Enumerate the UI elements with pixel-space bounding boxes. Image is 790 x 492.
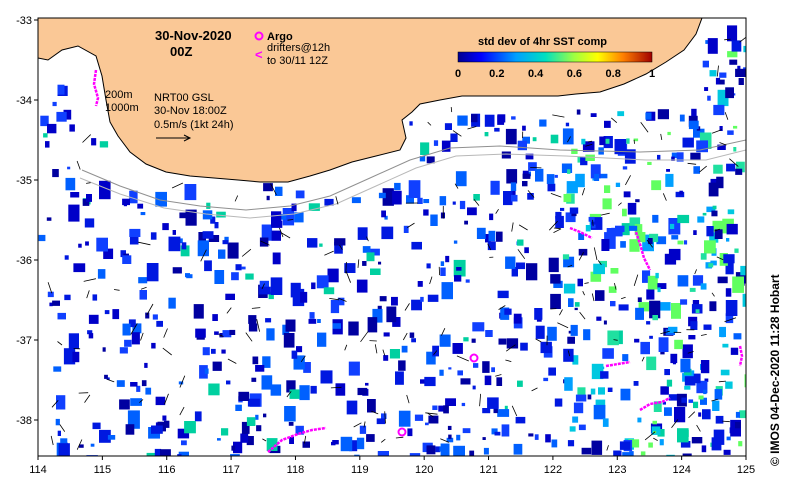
x-tick-label: 119 xyxy=(351,464,369,476)
colorbar-tick-label: 0.8 xyxy=(606,68,621,80)
argo-label: Argo xyxy=(267,31,293,43)
argo-legend: Argo < drifters@12h to 30/11 12Z xyxy=(254,31,330,67)
current-time: 30-Nov 18:00Z xyxy=(154,105,227,117)
colorbar-tick-label: 0.4 xyxy=(528,68,544,80)
date-label: 30-Nov-2020 00Z xyxy=(155,28,232,59)
colorbar-tick-label: 0 xyxy=(455,68,461,80)
drifters-label-2: to 30/11 12Z xyxy=(267,55,328,67)
y-tick-label: -38 xyxy=(16,415,32,427)
colorbar-tick-label: 0.2 xyxy=(489,68,504,80)
x-axis-ticks: 114 115 116 117 118 119 120 121 122 123 124 125 xyxy=(29,456,755,476)
x-tick-label: 115 xyxy=(94,464,112,476)
x-tick-label: 124 xyxy=(672,464,690,476)
isobath-1000m xyxy=(79,149,746,219)
argo-marker-icon xyxy=(254,31,264,41)
colorbar: std dev of 4hr SST comp 0 0.2 0.4 0.6 0.8 1 xyxy=(455,36,655,80)
drifters-label-1: drifters@12h xyxy=(267,42,330,54)
x-tick-label: 118 xyxy=(287,464,305,476)
current-legend: NRT00 GSL 30-Nov 18:00Z 0.5m/s (1kt 24h) xyxy=(154,92,233,142)
y-tick-label: -37 xyxy=(16,335,32,347)
argo-floats xyxy=(397,353,479,437)
colorbar-title: std dev of 4hr SST comp xyxy=(478,36,607,48)
date-text: 30-Nov-2020 xyxy=(155,28,232,43)
colorbar-tick-label: 0.6 xyxy=(567,68,582,80)
x-tick-label: 120 xyxy=(415,464,433,476)
x-tick-label: 114 xyxy=(29,464,47,476)
drifter-marker-icon: < xyxy=(255,47,263,62)
x-tick-label: 117 xyxy=(222,464,240,476)
y-tick-label: -34 xyxy=(16,95,32,107)
plot-frame xyxy=(37,17,747,457)
y-axis-ticks: -33 -34 -35 -36 -37 -38 xyxy=(16,15,38,427)
isobath-200-label: 200m xyxy=(105,89,133,101)
colorbar-gradient xyxy=(457,51,653,63)
y-tick-label: -33 xyxy=(16,15,32,27)
x-tick-label: 122 xyxy=(544,464,562,476)
colorbar-ticks: 0 0.2 0.4 0.6 0.8 1 xyxy=(455,68,655,80)
colorbar-tick-label: 1 xyxy=(649,68,655,80)
time-text: 00Z xyxy=(170,44,192,59)
current-vectors xyxy=(47,36,746,451)
isobath-legend: 200m 1000m xyxy=(105,89,139,114)
y-tick-label: -35 xyxy=(16,175,32,187)
isobath-200m xyxy=(81,139,746,211)
y-tick-label: -36 xyxy=(16,255,32,267)
current-scale: 0.5m/s (1kt 24h) xyxy=(154,119,233,131)
isobath-1000-label: 1000m xyxy=(105,102,139,114)
x-tick-label: 116 xyxy=(158,464,176,476)
x-tick-label: 121 xyxy=(479,464,497,476)
credit-text: © IMOS 04-Dec-2020 11:28 Hobart xyxy=(768,274,782,466)
x-tick-label: 123 xyxy=(608,464,626,476)
current-title: NRT00 GSL xyxy=(154,92,214,104)
drifter-tracks xyxy=(92,69,744,453)
sst-data-patches xyxy=(38,25,746,456)
x-tick-label: 125 xyxy=(737,464,755,476)
